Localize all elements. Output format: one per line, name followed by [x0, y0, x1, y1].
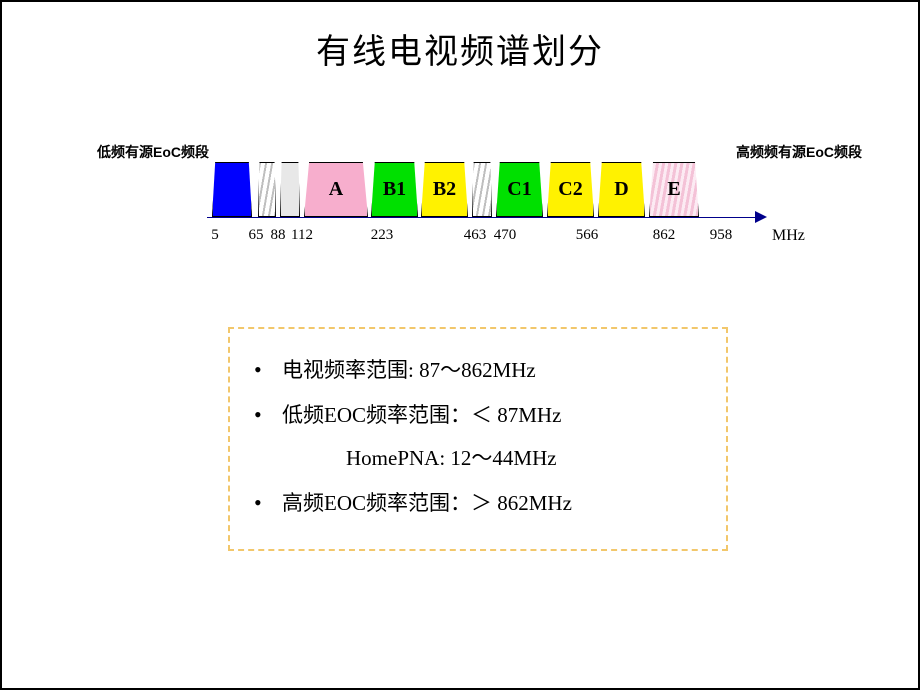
band-gap1 [258, 162, 276, 217]
axis-ticks: 5 65 88 112 223 463 470 566 862 958 [212, 227, 772, 253]
slide-page: 有线电视频谱划分 低频有源EoC频段 高频频有源EoC频段 AB1B2 C1C2D… [0, 0, 920, 690]
axis-tick: 958 [710, 227, 733, 244]
axis-arrow-icon [755, 211, 767, 223]
axis-line [207, 217, 757, 218]
band-band-c2: C2 [547, 162, 594, 217]
spectrum-bands: AB1B2 C1C2DE [212, 162, 742, 217]
bullet-item: 高频EOC频率范围：＞ 862MHz [254, 480, 702, 525]
axis-tick: 463 [464, 227, 487, 244]
bullet-item: 低频EOC频率范围：＜ 87MHz [254, 392, 702, 437]
axis-tick: 223 [371, 227, 394, 244]
axis-tick: 470 [494, 227, 517, 244]
bullet-subitem: HomePNA: 12～44MHz [346, 437, 702, 480]
band-band-d: D [598, 162, 645, 217]
info-box: 电视频率范围: 87～862MHz 低频EOC频率范围：＜ 87MHz Home… [228, 327, 728, 551]
bullet-list: 高频EOC频率范围：＞ 862MHz [254, 480, 702, 525]
band-band-c1: C1 [496, 162, 543, 217]
band-band-b1: B1 [371, 162, 418, 217]
axis-tick: 566 [576, 227, 599, 244]
axis-tick: 5 [211, 227, 219, 244]
band-fm [280, 162, 300, 217]
band-low-eoc [212, 162, 252, 217]
axis-tick: 88 [271, 227, 286, 244]
axis-tick: 862 [653, 227, 676, 244]
low-freq-label: 低频有源EoC频段 [97, 142, 209, 162]
axis-tick: 112 [291, 227, 313, 244]
bullet-item: 电视频率范围: 87～862MHz [254, 347, 702, 392]
high-freq-label: 高频频有源EoC频段 [736, 142, 862, 162]
band-band-e: E [649, 162, 699, 217]
band-band-b2: B2 [421, 162, 468, 217]
axis-unit-label: MHz [772, 227, 805, 245]
page-title: 有线电视频谱划分 [2, 24, 918, 73]
bullet-list: 电视频率范围: 87～862MHz 低频EOC频率范围：＜ 87MHz [254, 347, 702, 437]
band-band-a: A [304, 162, 368, 217]
axis-tick: 65 [249, 227, 264, 244]
band-gap2 [472, 162, 492, 217]
